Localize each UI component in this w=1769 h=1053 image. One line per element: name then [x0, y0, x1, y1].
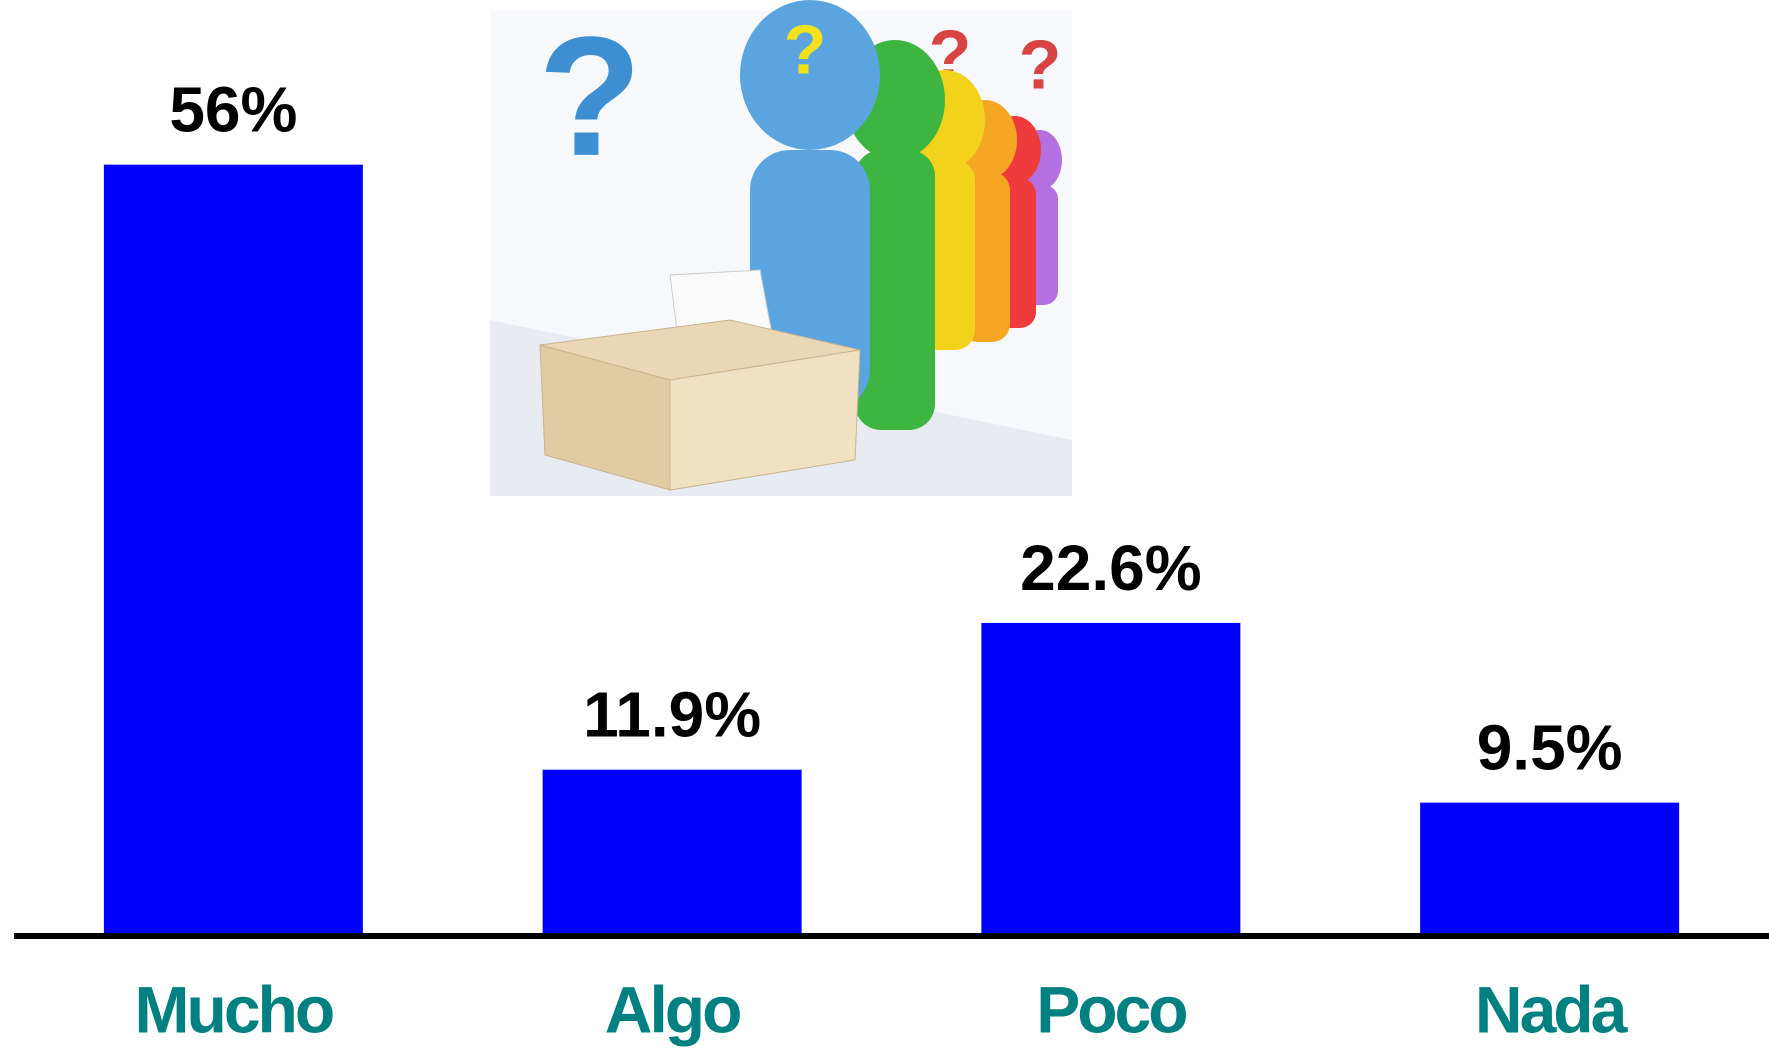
- data-label: 22.6%: [1020, 532, 1201, 604]
- data-label: 56%: [169, 74, 297, 146]
- bar: [981, 622, 1241, 933]
- bar: [103, 164, 363, 933]
- data-label: 9.5%: [1477, 712, 1623, 784]
- bar: [1420, 802, 1680, 933]
- x-tick-label: Poco: [1036, 972, 1186, 1046]
- data-label: 11.9%: [583, 679, 761, 751]
- illustration: ? ? ? ?: [490, 0, 1072, 496]
- question-mark: ?: [538, 2, 642, 192]
- bar: [542, 769, 802, 933]
- x-tick-label: Nada: [1475, 972, 1629, 1046]
- question-mark: ?: [1019, 25, 1062, 103]
- figures: ?: [740, 0, 1062, 430]
- ballot-box-front: [669, 349, 861, 491]
- svg-text:?: ?: [784, 10, 827, 88]
- x-tick-label: Algo: [605, 972, 740, 1046]
- x-tick-label: Mucho: [135, 972, 333, 1046]
